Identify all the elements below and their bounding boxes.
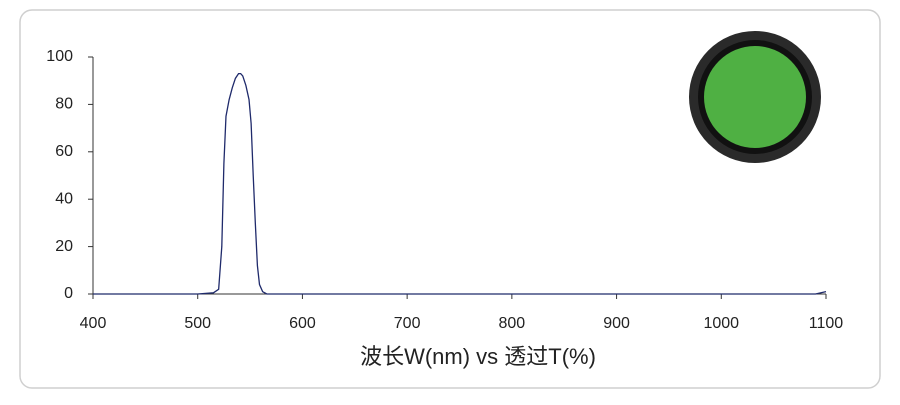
lens-image [689, 31, 821, 163]
x-tick-label: 400 [80, 315, 107, 332]
y-tick-label: 40 [55, 190, 73, 207]
x-tick-label: 600 [289, 315, 316, 332]
x-axis-label: 波长W(nm) vs 透过T(%) [360, 344, 596, 369]
x-tick-label: 500 [184, 315, 211, 332]
y-tick-label: 60 [55, 143, 73, 160]
x-tick-label: 900 [603, 315, 630, 332]
y-tick-label: 20 [55, 238, 73, 255]
spectrum-line [93, 72, 827, 295]
x-tick-label: 1100 [809, 315, 844, 332]
x-tick-label: 1000 [703, 315, 739, 332]
lens-glass [704, 46, 806, 148]
y-tick-label: 100 [46, 48, 73, 65]
y-tick-label: 0 [64, 285, 73, 302]
x-tick-label: 800 [499, 315, 526, 332]
y-tick-label: 80 [55, 96, 73, 113]
x-tick-label: 700 [394, 315, 421, 332]
